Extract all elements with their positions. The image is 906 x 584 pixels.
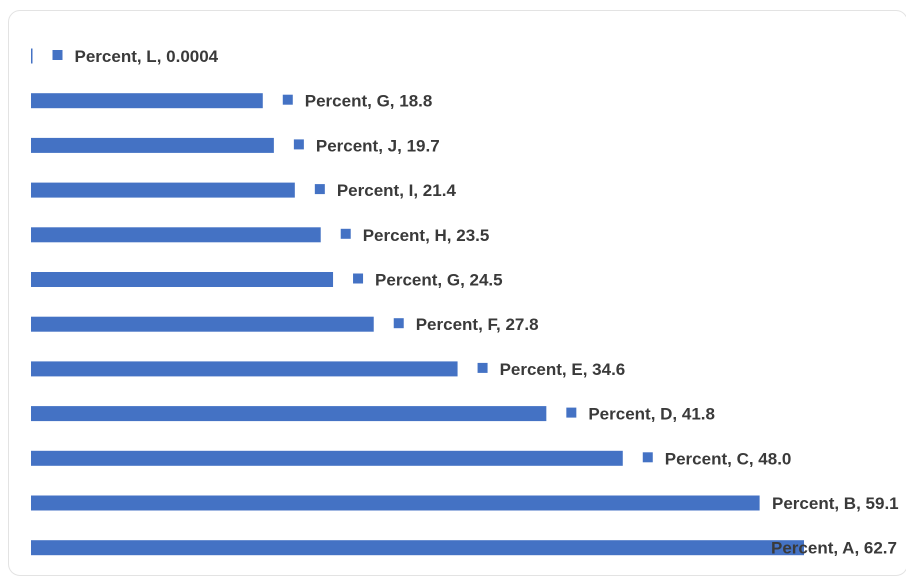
data-label-10: Percent, B, 59.1 — [772, 494, 899, 513]
data-label-1: Percent, G, 18.8 — [305, 92, 433, 111]
data-label-4: Percent, H, 23.5 — [363, 226, 490, 245]
bars-layer — [31, 48, 804, 556]
chart-frame: Percent, L, 0.0004 Percent, G, 18.8 Percen… — [8, 10, 906, 576]
data-label-5: Percent, G, 24.5 — [375, 271, 503, 290]
data-label-3: Percent, I, 21.4 — [337, 181, 457, 200]
bar-e-7 — [31, 361, 458, 377]
label-marker-7 — [477, 362, 488, 373]
label-marker-2 — [293, 139, 304, 150]
bar-j-2 — [31, 137, 274, 153]
labels-layer: Percent, L, 0.0004 Percent, G, 18.8 Percen… — [52, 47, 899, 558]
data-label-9: Percent, C, 48.0 — [665, 449, 792, 468]
label-marker-1 — [282, 94, 293, 105]
data-label-11: Percent, A, 62.7 — [771, 539, 897, 558]
label-marker-9 — [642, 452, 653, 463]
bar-b-10 — [31, 495, 760, 511]
data-label-7: Percent, E, 34.6 — [500, 360, 626, 379]
bar-chart: Percent, L, 0.0004 Percent, G, 18.8 Percen… — [31, 47, 899, 558]
data-label-2: Percent, J, 19.7 — [316, 136, 440, 155]
label-marker-0 — [52, 50, 63, 60]
label-marker-3 — [314, 184, 325, 195]
bar-a-11 — [31, 540, 804, 556]
bar-g-1 — [31, 93, 263, 109]
bar-h-4 — [31, 227, 321, 243]
bar-d-8 — [31, 406, 547, 422]
bar-i-3 — [31, 182, 295, 198]
bar-l-0 — [31, 48, 33, 64]
bar-f-6 — [31, 316, 374, 332]
data-label-0: Percent, L, 0.0004 — [75, 47, 219, 66]
label-marker-8 — [566, 407, 577, 418]
bar-g-5 — [31, 272, 334, 287]
label-marker-6 — [393, 318, 404, 329]
label-marker-5 — [353, 273, 364, 284]
label-marker-4 — [340, 228, 351, 239]
data-label-8: Percent, D, 41.8 — [588, 405, 715, 424]
data-label-6: Percent, F, 27.8 — [416, 315, 539, 334]
bar-c-9 — [31, 450, 623, 466]
